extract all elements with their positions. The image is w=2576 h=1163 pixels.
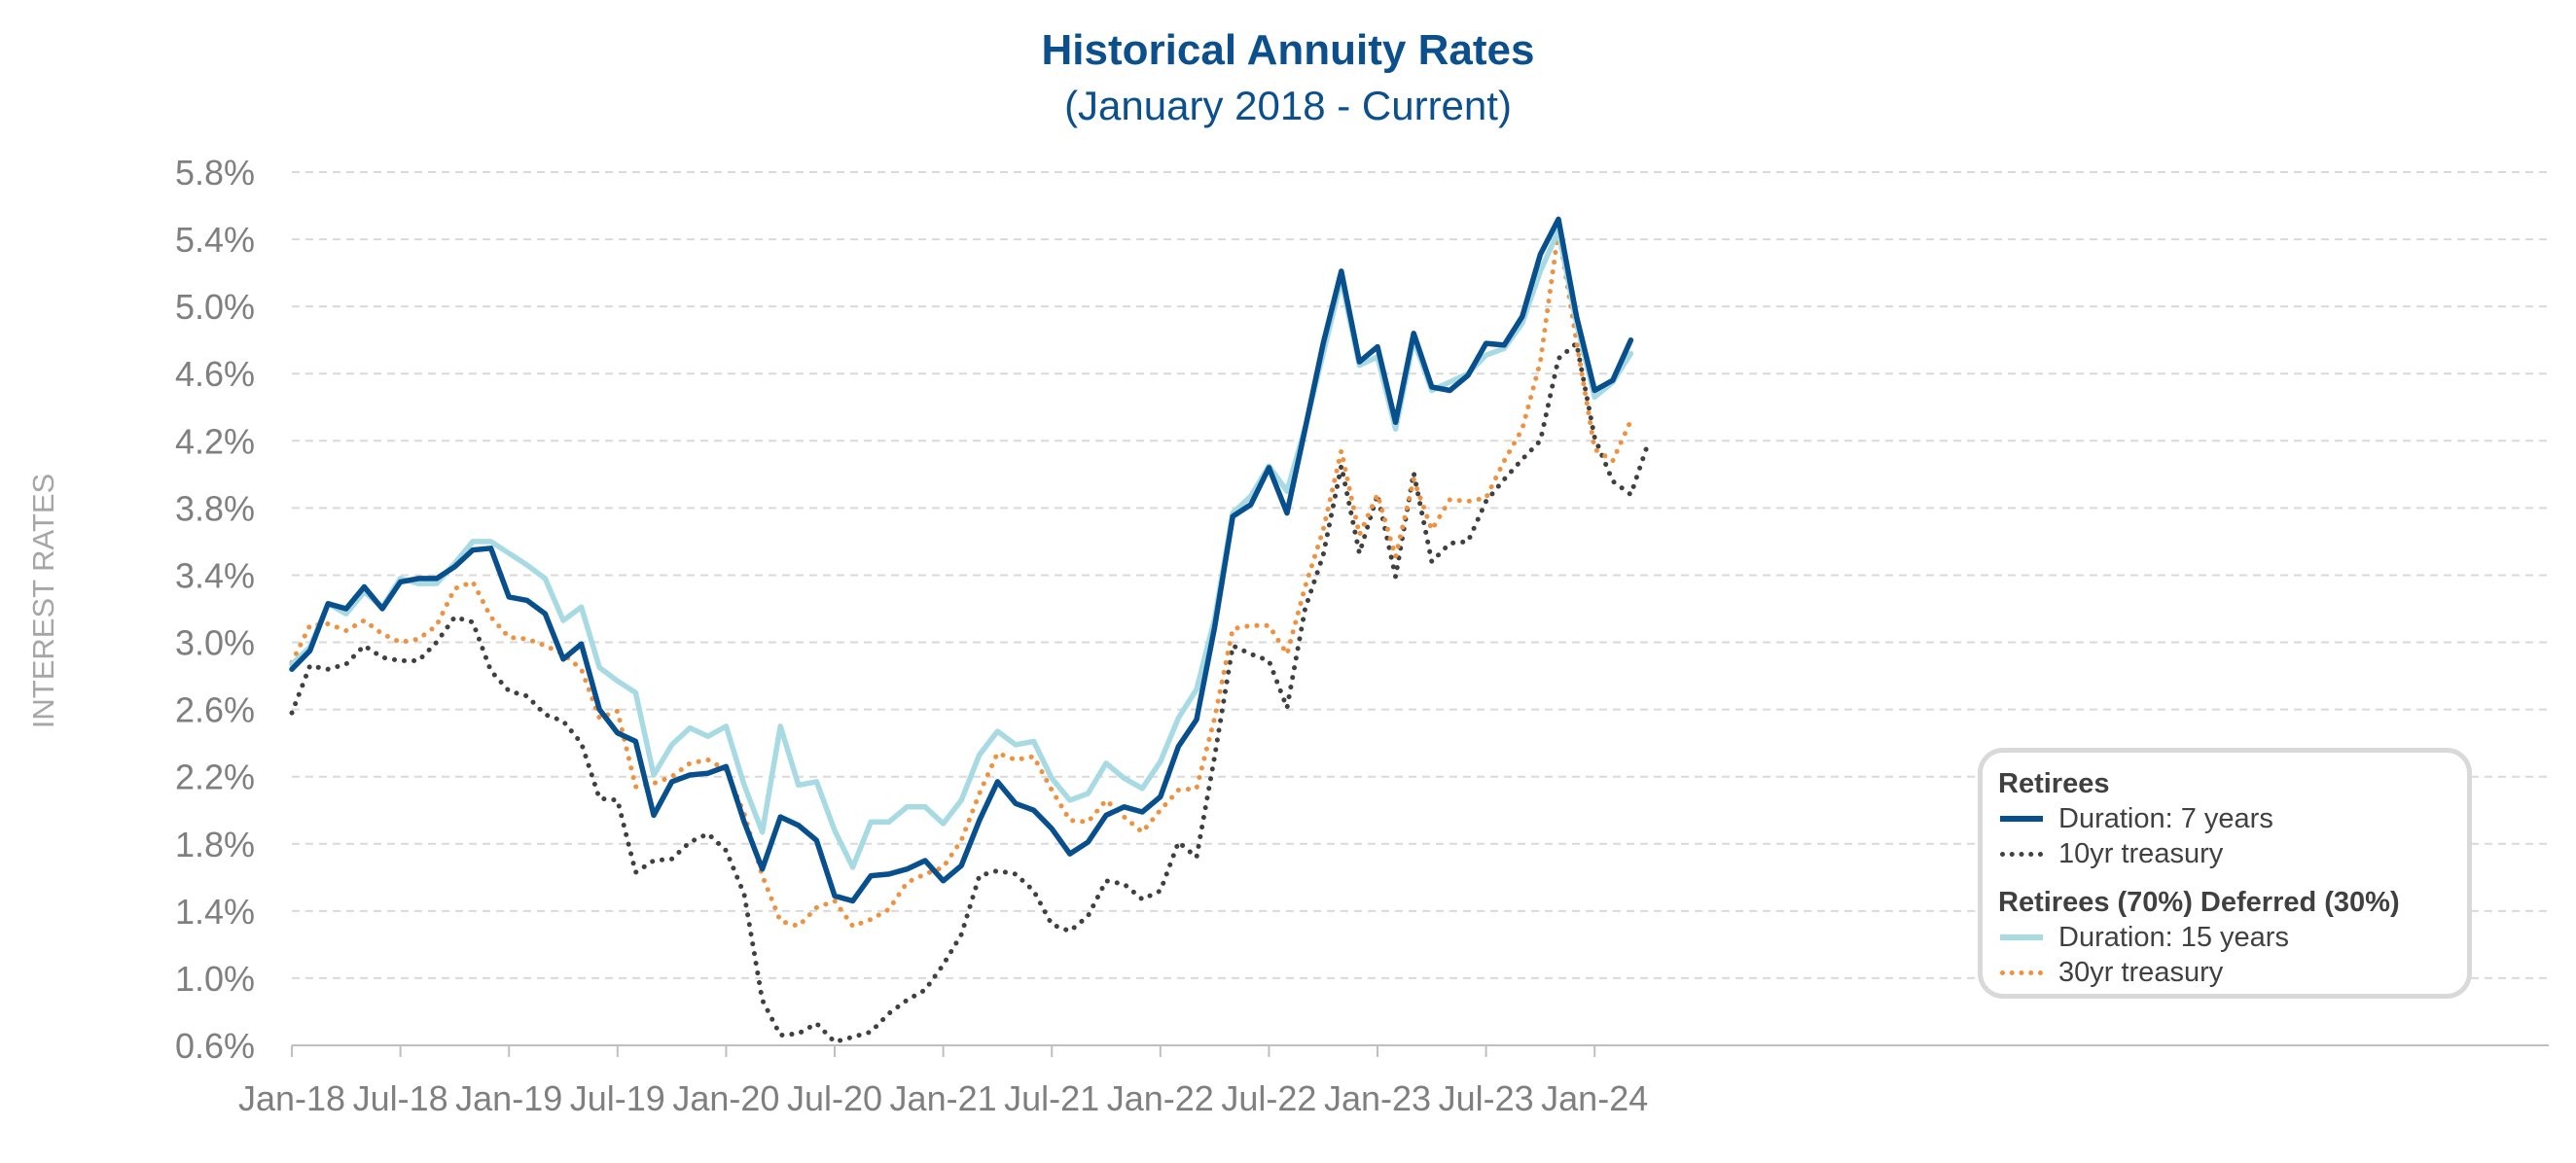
y-tick-label: 2.2% [175,758,255,797]
x-tick-label: Jul-22 [1221,1078,1316,1118]
x-tick-label: Jul-20 [787,1078,882,1118]
legend-item-10yr-treasury: 10yr treasury [1998,836,2451,871]
y-axis-label: INTEREST RATES [26,474,60,728]
y-tick-label: 5.4% [175,220,255,260]
x-tick-label: Jul-23 [1439,1078,1534,1118]
y-tick-label: 0.6% [175,1026,255,1066]
legend-swatch-duration-15 [2000,934,2043,940]
legend-label-duration-7: Duration: 7 years [2058,803,2273,834]
x-axis: Jan-18 Jul-18 Jan-19 Jul-19 Jan-20 Jul-20 Jan-… [238,1044,2549,1118]
x-tick-label: Jan-24 [1541,1078,1648,1118]
y-tick-label: 1.8% [175,825,255,864]
legend-item-duration-15: Duration: 15 years [1998,920,2451,955]
legend-label-duration-15: Duration: 15 years [2058,922,2289,953]
y-tick-label: 5.0% [175,287,255,327]
chart-title: Historical Annuity Rates [1042,26,1535,74]
legend-group-retirees-deferred: Retirees (70%) Deferred (30%) [1998,887,2400,918]
x-tick-label: Jan-18 [238,1078,345,1118]
y-tick-label: 3.8% [175,488,255,528]
x-tick-label: Jul-19 [570,1078,665,1118]
x-tick-label: Jan-20 [672,1078,779,1118]
legend-item-duration-7: Duration: 7 years [1998,801,2451,836]
x-tick-label: Jul-21 [1004,1078,1099,1118]
series-duration-7-years [289,216,1634,904]
legend-label-30yr-treasury: 30yr treasury [2058,957,2224,988]
y-tick-label: 4.2% [175,421,255,461]
legend-swatch-duration-7 [2000,816,2043,822]
legend: Retirees Duration: 7 years 10yr treasury… [1978,748,2472,999]
legend-swatch-10yr-treasury [2000,851,2043,857]
x-tick-label: Jan-21 [890,1078,997,1118]
legend-item-30yr-treasury: 30yr treasury [1998,955,2451,990]
y-tick-label: 3.4% [175,555,255,595]
series-30yr-treasury [289,228,1633,929]
y-tick-label: 1.4% [175,892,255,932]
y-tick-label: 5.8% [175,153,255,193]
legend-group-retirees: Retirees [1998,768,2110,799]
y-tick-label: 1.0% [175,959,255,999]
series-layer [289,216,1652,1044]
y-tick-label: 4.6% [175,354,255,394]
chart-subtitle: (January 2018 - Current) [1064,83,1512,128]
x-tick-label: Jul-18 [353,1078,448,1118]
y-tick-label: 2.6% [175,690,255,730]
x-tick-label: Jan-19 [455,1078,562,1118]
series-10yr-treasury [289,340,1652,1044]
x-tick-label: Jan-22 [1107,1078,1214,1118]
x-tick-label: Jan-23 [1324,1078,1431,1118]
legend-swatch-30yr-treasury [2000,969,2043,975]
y-tick-label: 3.0% [175,623,255,663]
y-axis-ticks: 0.6% 1.0% 1.4% 1.8% 2.2% 2.6% 3.0% 3.4% 3.8% 4.2%… [175,153,255,1066]
legend-label-10yr-treasury: 10yr treasury [2058,838,2224,869]
